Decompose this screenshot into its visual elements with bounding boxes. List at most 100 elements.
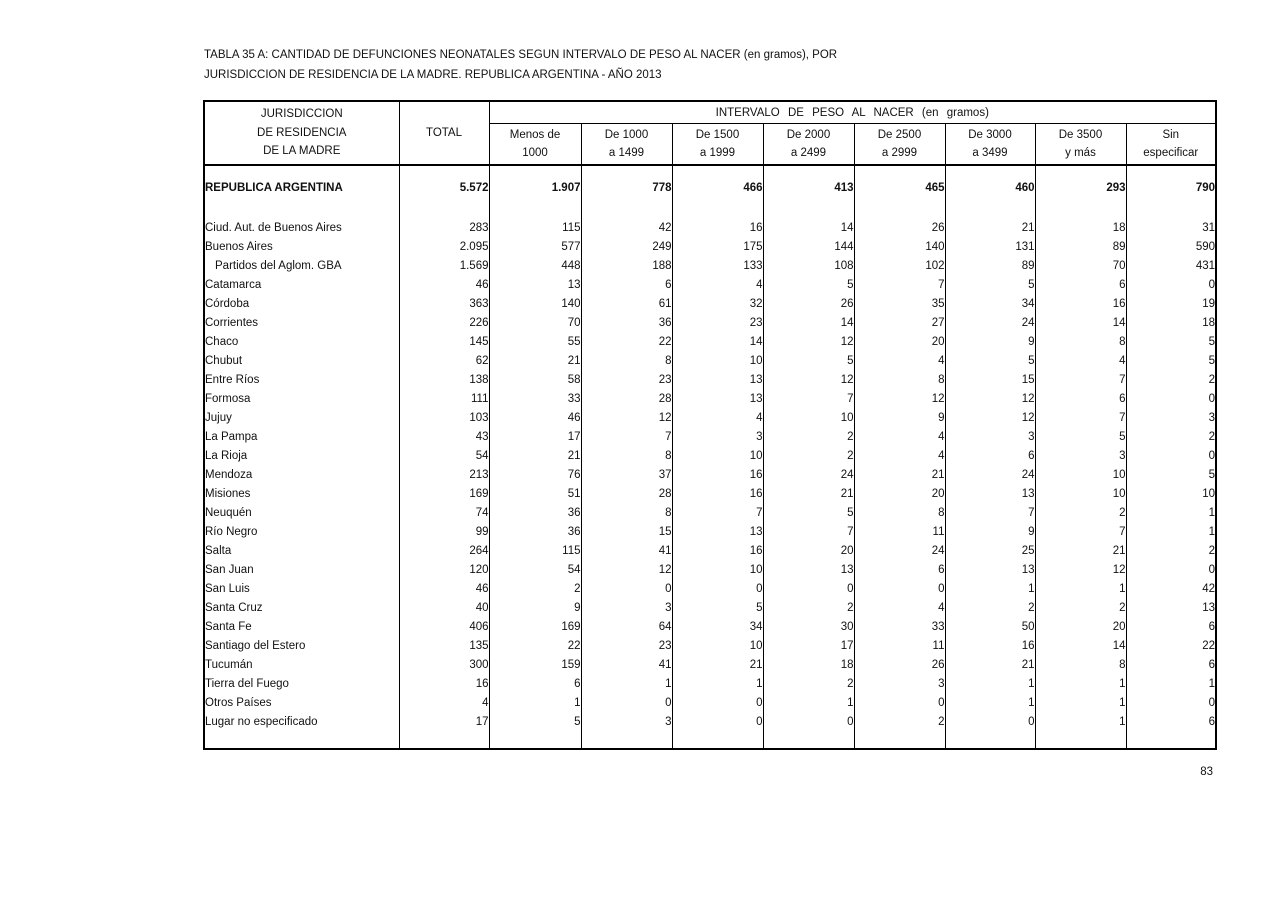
cell-value: 13: [1125, 598, 1217, 617]
cell-value: 33: [853, 617, 946, 636]
cell-value: 460: [944, 178, 1036, 197]
cell-value: 21: [671, 655, 764, 674]
cell-value: 0: [1125, 275, 1217, 294]
cell-value: 14: [1034, 313, 1127, 332]
cell-value: 0: [1125, 389, 1217, 408]
cell-value: 249: [580, 237, 673, 256]
cell-value: 16: [671, 465, 764, 484]
cell-value: 1: [1125, 503, 1217, 522]
cell-value: 4: [853, 446, 946, 465]
cell-value: 0: [671, 712, 764, 731]
cell-value: 448: [488, 256, 582, 275]
cell-value: 2: [762, 427, 855, 446]
row-label: Santiago del Estero: [203, 636, 400, 655]
cell-value: 31: [1125, 218, 1217, 237]
cell-value: 23: [671, 313, 764, 332]
cell-value: 3: [671, 427, 764, 446]
cell-value: 283: [398, 218, 490, 237]
table-row: Corrientes 226 70 36 23 14 27 24 14 18: [203, 313, 1217, 332]
cell-value: 28: [580, 389, 673, 408]
table-row: Mendoza 213 76 37 16 24 21 24 10 5: [203, 465, 1217, 484]
cell-value: 12: [853, 389, 946, 408]
cell-value: 14: [762, 218, 855, 237]
cell-value: 62: [398, 351, 490, 370]
table-body: REPUBLICA ARGENTINA 5.572 1.907 778 466 413 46…: [203, 165, 1217, 749]
cell-value: 0: [580, 579, 673, 598]
column-header-3500-mas: De 3500 y más: [1034, 123, 1127, 166]
row-label: Formosa: [203, 389, 400, 408]
row-label: Buenos Aires: [203, 237, 400, 256]
cell-value: 70: [1034, 256, 1127, 275]
cell-value: 12: [944, 408, 1036, 427]
cell-value: 7: [944, 503, 1036, 522]
table-row: Otros Países 4 1 0 0 1 0 1 1 0: [203, 693, 1217, 712]
table-row: Buenos Aires 2.095 577 249 175 144 140 131 89 590: [203, 237, 1217, 256]
cell-value: 2: [762, 446, 855, 465]
cell-value: 11: [853, 636, 946, 655]
cell-value: 13: [671, 370, 764, 389]
cell-value: 413: [762, 178, 855, 197]
cell-value: 51: [488, 484, 582, 503]
table-row: Misiones 169 51 28 16 21 20 13 10 10: [203, 484, 1217, 503]
cell-value: 6: [1125, 655, 1217, 674]
cell-value: 0: [853, 579, 946, 598]
cell-value: 41: [580, 655, 673, 674]
spacer-row: [203, 165, 1217, 178]
cell-value: 2: [488, 579, 582, 598]
cell-value: 27: [853, 313, 946, 332]
table-row: Santa Fe 406 169 64 34 30 33 50 20 6: [203, 617, 1217, 636]
cell-value: 8: [580, 446, 673, 465]
cell-value: 5: [1034, 427, 1127, 446]
cell-value: 50: [944, 617, 1036, 636]
cell-value: 0: [671, 579, 764, 598]
cell-value: 20: [1034, 617, 1127, 636]
table-row: Córdoba 363 140 61 32 26 35 34 16 19: [203, 294, 1217, 313]
cell-value: 2: [944, 598, 1036, 617]
cell-value: 7: [580, 427, 673, 446]
cell-value: 34: [671, 617, 764, 636]
cell-value: 12: [1034, 560, 1127, 579]
row-label: Misiones: [203, 484, 400, 503]
cell-value: 5.572: [398, 178, 490, 197]
table-row: Tierra del Fuego 16 6 1 1 2 3 1 1 1: [203, 674, 1217, 693]
cell-value: 99: [398, 522, 490, 541]
cell-value: 28: [580, 484, 673, 503]
cell-value: 4: [398, 693, 490, 712]
cell-value: 42: [1125, 579, 1217, 598]
cell-value: 1: [1034, 674, 1127, 693]
cell-value: 6: [1125, 712, 1217, 731]
cell-value: 1: [1034, 693, 1127, 712]
cell-value: 34: [944, 294, 1036, 313]
cell-value: 778: [580, 178, 673, 197]
cell-value: 74: [398, 503, 490, 522]
cell-value: 36: [488, 522, 582, 541]
cell-value: 9: [944, 332, 1036, 351]
cell-value: 0: [1125, 446, 1217, 465]
cell-value: 140: [853, 237, 946, 256]
cell-value: 465: [853, 178, 946, 197]
cell-value: 13: [762, 560, 855, 579]
row-label: Chaco: [203, 332, 400, 351]
cell-value: 300: [398, 655, 490, 674]
cell-value: 21: [1034, 541, 1127, 560]
cell-value: 1.907: [488, 178, 582, 197]
cell-value: 5: [944, 275, 1036, 294]
cell-value: 144: [762, 237, 855, 256]
table-row: Ciud. Aut. de Buenos Aires 283 115 42 16 14 26…: [203, 218, 1217, 237]
cell-value: 3: [580, 598, 673, 617]
row-label: Mendoza: [203, 465, 400, 484]
cell-value: 3: [1034, 446, 1127, 465]
row-label: Otros Países: [203, 693, 400, 712]
row-label: Lugar no especificado: [203, 712, 400, 731]
table-row: Santa Cruz 40 9 3 5 2 4 2 2 13: [203, 598, 1217, 617]
cell-value: 10: [671, 636, 764, 655]
cell-value: 169: [488, 617, 582, 636]
cell-value: 11: [853, 522, 946, 541]
cell-value: 21: [488, 351, 582, 370]
table-row: Lugar no especificado 17 5 3 0 0 2 0 1 6: [203, 712, 1217, 731]
column-header-2000-2499: De 2000 a 2499: [762, 123, 855, 166]
row-label: Ciud. Aut. de Buenos Aires: [203, 218, 400, 237]
cell-value: 8: [853, 503, 946, 522]
row-label: Corrientes: [203, 313, 400, 332]
cell-value: 145: [398, 332, 490, 351]
